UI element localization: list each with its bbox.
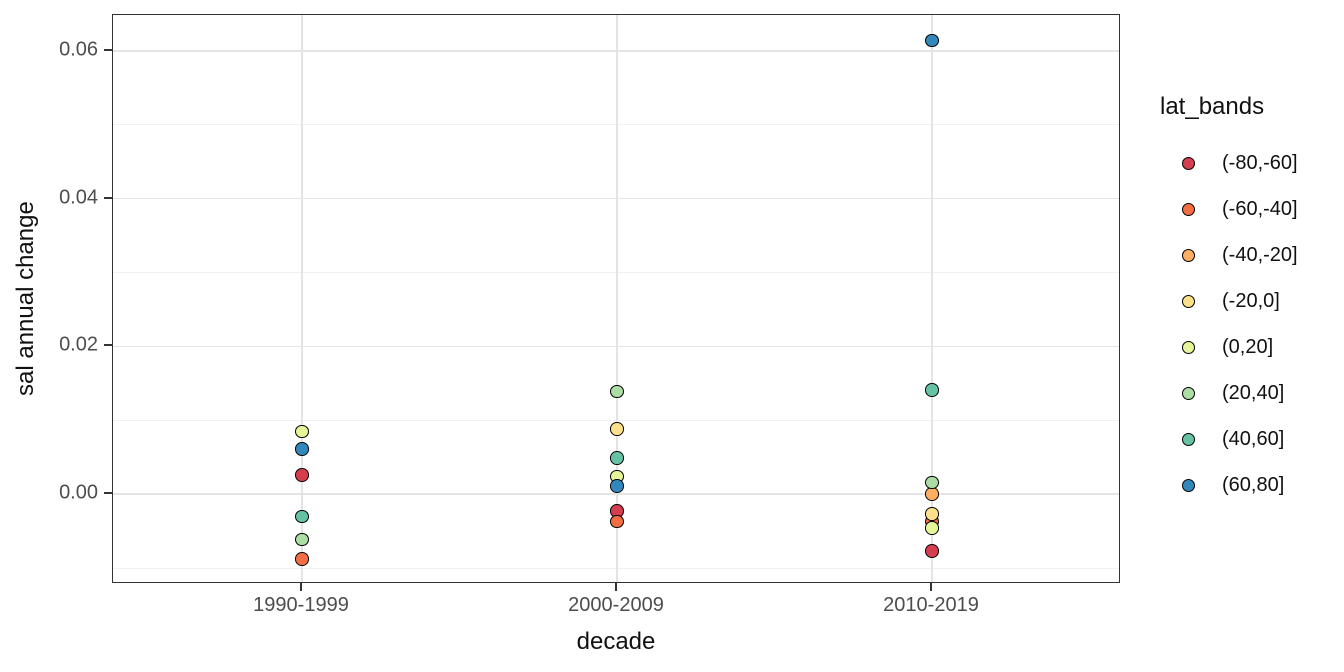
legend-label: (60,80]	[1222, 473, 1285, 496]
major-gridline	[301, 15, 303, 582]
y-tick-mark	[104, 492, 112, 495]
legend-swatch-icon	[1182, 432, 1195, 446]
data-point	[610, 422, 624, 436]
major-gridline	[113, 197, 1119, 200]
legend-entry: (0,20]	[1160, 324, 1344, 370]
x-axis-title: decade	[576, 628, 656, 655]
legend-entry: (-20,0]	[1160, 278, 1344, 324]
data-point	[295, 509, 309, 524]
legend-entry: (60,80]	[1160, 462, 1344, 508]
major-gridline	[113, 493, 1119, 495]
x-tick-label: 2000-2009	[568, 594, 664, 616]
data-point	[925, 475, 939, 490]
legend-label: (-80,-60]	[1222, 151, 1298, 174]
legend-swatch-icon	[1182, 202, 1195, 216]
data-point	[925, 383, 939, 397]
x-tick-label: 2010-2019	[883, 594, 979, 616]
y-tick-label: 0.06	[59, 38, 98, 61]
x-tick-label: 1990-1999	[253, 594, 349, 616]
minor-gridline	[113, 419, 1119, 421]
data-point	[925, 544, 939, 558]
y-tick-label: 0.00	[59, 481, 98, 504]
data-point	[610, 451, 624, 465]
legend-swatch-icon	[1182, 340, 1195, 354]
legend: lat_bands (-80,-60] (-60,-40] (-40,-20] (-2…	[1160, 92, 1344, 508]
legend-title: lat_bands	[1160, 93, 1265, 120]
legend-swatch-icon	[1182, 386, 1195, 400]
y-tick-mark	[104, 196, 112, 199]
minor-gridline	[113, 567, 1119, 569]
y-tick-mark	[104, 48, 112, 51]
data-point	[925, 507, 939, 521]
minor-gridline	[113, 272, 1119, 274]
legend-swatch-icon	[1182, 248, 1195, 262]
y-tick-label: 0.04	[59, 186, 98, 209]
legend-entries: (-80,-60] (-60,-40] (-40,-20] (-20,0] (0,20]…	[1160, 140, 1344, 508]
y-tick-label: 0.02	[59, 333, 98, 356]
legend-label: (-40,-20]	[1222, 243, 1298, 266]
data-point	[925, 487, 939, 501]
points-layer	[113, 15, 1119, 582]
data-point	[925, 33, 939, 48]
data-point	[295, 424, 309, 439]
legend-entry: (40,60]	[1160, 416, 1344, 462]
data-point	[925, 521, 939, 535]
major-gridline	[113, 345, 1119, 348]
major-gridline	[113, 50, 1119, 52]
minor-gridline	[113, 124, 1119, 126]
data-point	[610, 479, 624, 493]
legend-entry: (-40,-20]	[1160, 232, 1344, 278]
legend-swatch-icon	[1182, 478, 1195, 492]
data-point	[295, 468, 309, 482]
legend-entry: (-80,-60]	[1160, 140, 1344, 186]
x-tick-mark	[300, 583, 302, 591]
legend-label: (0,20]	[1222, 335, 1274, 358]
legend-entry: (-60,-40]	[1160, 186, 1344, 232]
gridline-layer	[113, 15, 1119, 582]
legend-label: (-60,-40]	[1222, 197, 1298, 220]
legend-entry: (20,40]	[1160, 370, 1344, 416]
data-point	[610, 384, 624, 399]
legend-swatch-icon	[1182, 294, 1195, 308]
major-gridline	[931, 15, 933, 582]
data-point	[610, 514, 624, 529]
y-tick-mark	[104, 344, 112, 347]
legend-swatch-icon	[1182, 156, 1195, 170]
legend-label: (20,40]	[1222, 381, 1285, 404]
legend-label: (40,60]	[1222, 427, 1285, 450]
legend-label: (-20,0]	[1222, 289, 1280, 312]
data-point	[295, 552, 309, 566]
x-tick-mark	[930, 583, 932, 591]
data-point	[295, 442, 309, 456]
x-tick-mark	[615, 583, 617, 591]
major-gridline	[616, 15, 618, 582]
data-point	[295, 532, 309, 547]
plot-panel	[112, 14, 1120, 583]
